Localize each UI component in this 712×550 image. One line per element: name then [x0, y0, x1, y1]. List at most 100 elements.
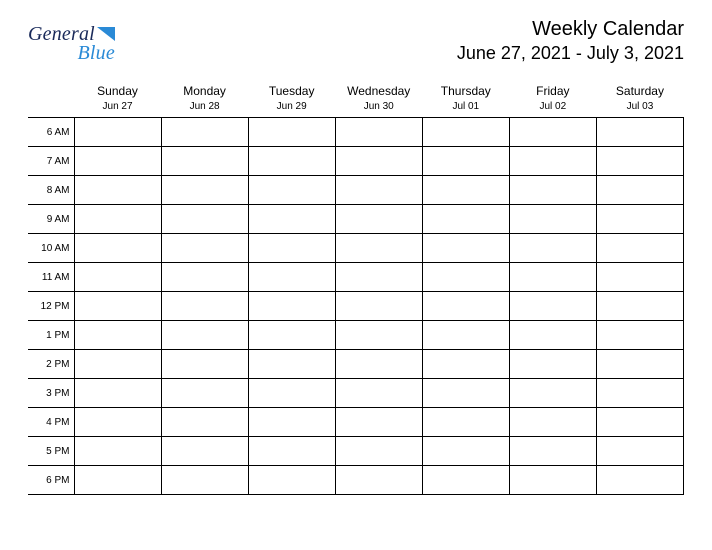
- table-row: 6 AM: [28, 118, 684, 147]
- calendar-cell[interactable]: [596, 176, 683, 205]
- calendar-cell[interactable]: [74, 350, 161, 379]
- calendar-cell[interactable]: [422, 408, 509, 437]
- calendar-cell[interactable]: [509, 350, 596, 379]
- calendar-cell[interactable]: [509, 147, 596, 176]
- calendar-cell[interactable]: [596, 205, 683, 234]
- calendar-cell[interactable]: [248, 176, 335, 205]
- calendar-cell[interactable]: [422, 437, 509, 466]
- calendar-cell[interactable]: [509, 234, 596, 263]
- calendar-cell[interactable]: [596, 437, 683, 466]
- calendar-cell[interactable]: [335, 292, 422, 321]
- calendar-cell[interactable]: [161, 408, 248, 437]
- calendar-cell[interactable]: [596, 118, 683, 147]
- calendar-cell[interactable]: [74, 437, 161, 466]
- calendar-cell[interactable]: [248, 147, 335, 176]
- calendar-cell[interactable]: [596, 350, 683, 379]
- calendar-cell[interactable]: [422, 292, 509, 321]
- calendar-cell[interactable]: [248, 379, 335, 408]
- brand-text: General Blue: [28, 24, 115, 64]
- page-title: Weekly Calendar: [457, 18, 684, 41]
- calendar-cell[interactable]: [161, 234, 248, 263]
- calendar-cell[interactable]: [335, 408, 422, 437]
- calendar-cell[interactable]: [422, 118, 509, 147]
- calendar-cell[interactable]: [248, 466, 335, 495]
- calendar-cell[interactable]: [422, 176, 509, 205]
- calendar-cell[interactable]: [596, 263, 683, 292]
- calendar-cell[interactable]: [509, 176, 596, 205]
- calendar-cell[interactable]: [509, 321, 596, 350]
- calendar-cell[interactable]: [161, 176, 248, 205]
- calendar-cell[interactable]: [248, 321, 335, 350]
- calendar-cell[interactable]: [74, 147, 161, 176]
- calendar-cell[interactable]: [161, 379, 248, 408]
- calendar-cell[interactable]: [161, 350, 248, 379]
- calendar-cell[interactable]: [74, 466, 161, 495]
- calendar-cell[interactable]: [596, 466, 683, 495]
- calendar-cell[interactable]: [422, 234, 509, 263]
- page-date-range: June 27, 2021 - July 3, 2021: [457, 43, 684, 64]
- calendar-cell[interactable]: [161, 147, 248, 176]
- calendar-cell[interactable]: [509, 118, 596, 147]
- calendar-cell[interactable]: [422, 147, 509, 176]
- calendar-cell[interactable]: [74, 263, 161, 292]
- calendar-cell[interactable]: [509, 466, 596, 495]
- calendar-cell[interactable]: [422, 466, 509, 495]
- calendar-cell[interactable]: [74, 118, 161, 147]
- calendar-cell[interactable]: [248, 437, 335, 466]
- calendar-cell[interactable]: [74, 292, 161, 321]
- calendar-cell[interactable]: [161, 321, 248, 350]
- calendar-cell[interactable]: [596, 321, 683, 350]
- time-label: 11 AM: [28, 263, 74, 292]
- calendar-cell[interactable]: [422, 205, 509, 234]
- table-row: 2 PM: [28, 350, 684, 379]
- calendar-cell[interactable]: [161, 118, 248, 147]
- calendar-cell[interactable]: [422, 263, 509, 292]
- calendar-cell[interactable]: [335, 350, 422, 379]
- calendar-cell[interactable]: [248, 205, 335, 234]
- calendar-cell[interactable]: [509, 408, 596, 437]
- calendar-cell[interactable]: [335, 321, 422, 350]
- calendar-cell[interactable]: [74, 176, 161, 205]
- calendar-cell[interactable]: [74, 379, 161, 408]
- calendar-cell[interactable]: [509, 263, 596, 292]
- calendar-cell[interactable]: [422, 321, 509, 350]
- calendar-cell[interactable]: [335, 379, 422, 408]
- calendar-cell[interactable]: [74, 321, 161, 350]
- calendar-cell[interactable]: [248, 234, 335, 263]
- calendar-cell[interactable]: [509, 437, 596, 466]
- calendar-cell[interactable]: [509, 379, 596, 408]
- calendar-cell[interactable]: [161, 466, 248, 495]
- calendar-cell[interactable]: [509, 205, 596, 234]
- calendar-cell[interactable]: [335, 205, 422, 234]
- calendar-cell[interactable]: [335, 263, 422, 292]
- calendar-cell[interactable]: [335, 437, 422, 466]
- header: General Blue Weekly Calendar June 27, 20…: [28, 18, 684, 64]
- calendar-cell[interactable]: [248, 263, 335, 292]
- calendar-cell[interactable]: [335, 466, 422, 495]
- calendar-cell[interactable]: [161, 205, 248, 234]
- calendar-cell[interactable]: [74, 205, 161, 234]
- calendar-cell[interactable]: [161, 437, 248, 466]
- calendar-cell[interactable]: [248, 292, 335, 321]
- calendar-cell[interactable]: [74, 408, 161, 437]
- calendar-cell[interactable]: [248, 408, 335, 437]
- calendar-cell[interactable]: [596, 292, 683, 321]
- calendar-cell[interactable]: [161, 292, 248, 321]
- calendar-cell[interactable]: [422, 350, 509, 379]
- calendar-cell[interactable]: [509, 292, 596, 321]
- table-row: 5 PM: [28, 437, 684, 466]
- calendar-cell[interactable]: [74, 234, 161, 263]
- calendar-cell[interactable]: [161, 263, 248, 292]
- calendar-cell[interactable]: [248, 118, 335, 147]
- calendar-cell[interactable]: [335, 234, 422, 263]
- calendar-cell[interactable]: [596, 147, 683, 176]
- calendar-cell[interactable]: [335, 147, 422, 176]
- brand-triangle-icon: [97, 27, 115, 41]
- calendar-cell[interactable]: [335, 176, 422, 205]
- calendar-cell[interactable]: [335, 118, 422, 147]
- calendar-cell[interactable]: [596, 408, 683, 437]
- calendar-cell[interactable]: [248, 350, 335, 379]
- calendar-cell[interactable]: [596, 234, 683, 263]
- calendar-cell[interactable]: [596, 379, 683, 408]
- calendar-cell[interactable]: [422, 379, 509, 408]
